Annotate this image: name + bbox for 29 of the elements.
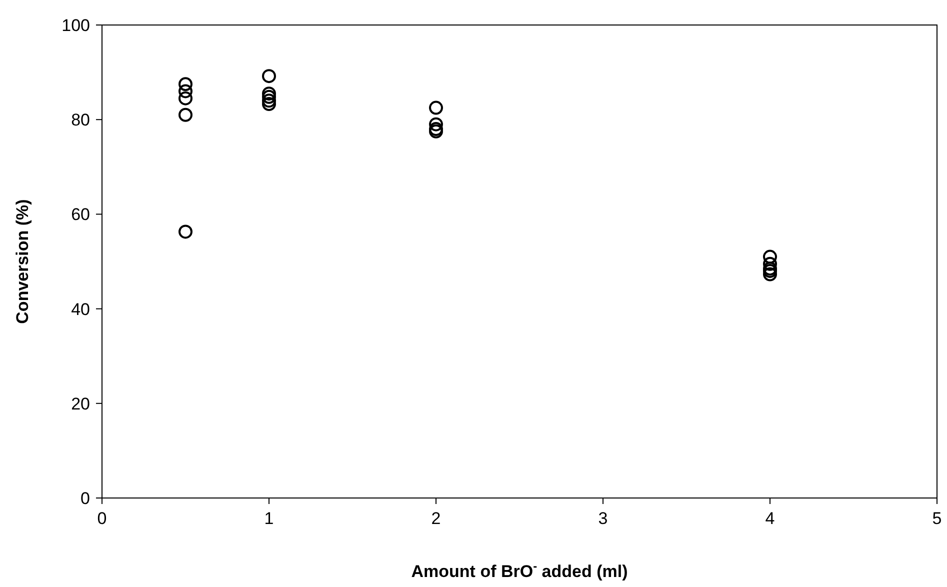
y-tick-label: 0 (80, 489, 90, 508)
point (178, 108, 192, 122)
x-tick-label: 5 (932, 509, 942, 528)
y-tick-label: 100 (62, 16, 90, 35)
point (429, 117, 443, 132)
point (262, 96, 276, 111)
point (262, 69, 276, 84)
point (262, 94, 276, 108)
x-tick-label: 4 (765, 509, 775, 528)
x-tick-label: 2 (431, 509, 441, 528)
point (262, 86, 276, 101)
x-tick-label: 0 (97, 509, 107, 528)
x-axis-title: Amount of BrO$^{-}$ added (ml) (411, 559, 628, 581)
point (178, 91, 192, 106)
y-tick-label: 20 (71, 394, 90, 414)
point (178, 84, 192, 98)
point (763, 267, 777, 282)
y-tick-label: 40 (71, 300, 90, 319)
point (763, 256, 777, 271)
x-tick-label: 1 (264, 509, 274, 528)
point (262, 90, 276, 104)
point (763, 250, 777, 264)
x-tick-label: 3 (598, 509, 608, 528)
point (178, 224, 192, 239)
y-tick-label: 60 (71, 205, 90, 224)
point (178, 77, 192, 92)
y-tick-label: 80 (71, 110, 90, 130)
y-axis-title: Conversion (%) (13, 199, 32, 324)
point (429, 100, 443, 115)
